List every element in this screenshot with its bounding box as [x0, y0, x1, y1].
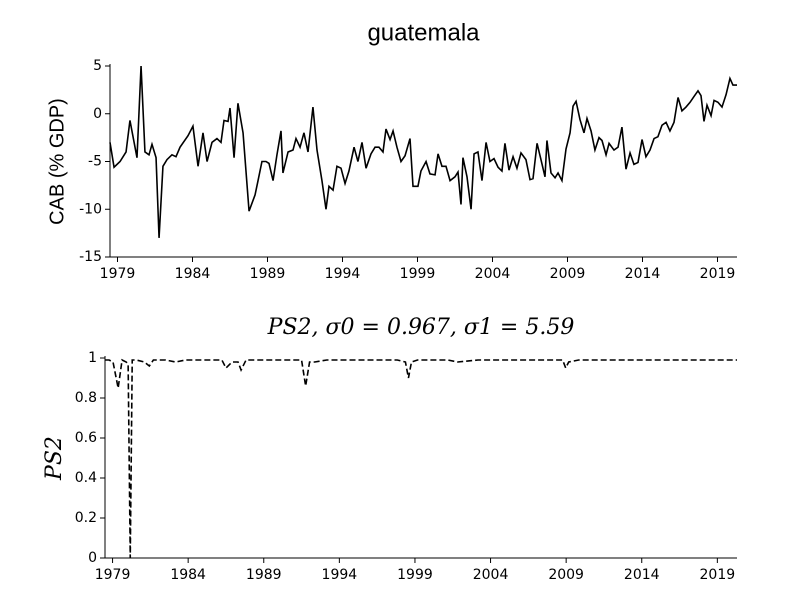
x-tick-label: 2009	[548, 567, 584, 583]
x-tick-label: 1989	[250, 266, 286, 282]
y-tick-label: -10	[79, 201, 102, 217]
x-tick-label: 1989	[246, 567, 282, 583]
x-tick-label: 2019	[700, 266, 736, 282]
x-tick-label: 1999	[397, 567, 433, 583]
x-tick-label: 1979	[95, 567, 131, 583]
x-tick-label: 1984	[170, 567, 206, 583]
y-tick-label: 5	[93, 58, 102, 74]
y-tick-label: 0.4	[75, 470, 97, 486]
y-tick-label: 0.8	[75, 390, 97, 406]
x-tick-label: 2014	[625, 266, 661, 282]
y-tick-label: 0.2	[75, 510, 97, 526]
x-tick-label: 2004	[475, 266, 511, 282]
y-tick-label: 0	[88, 550, 97, 566]
data-line	[105, 358, 737, 559]
y-tick-label: 1	[88, 350, 97, 366]
x-tick-label: 1994	[325, 266, 361, 282]
y-tick-label: 0	[93, 106, 102, 122]
chart-title: guatemala	[367, 19, 480, 46]
y-tick-label: -15	[79, 249, 102, 265]
y-tick-label: -5	[88, 154, 102, 170]
x-tick-label: 1994	[322, 567, 358, 583]
y-axis-label: PS2	[42, 436, 67, 481]
x-tick-label: 1999	[400, 266, 436, 282]
chart-title: PS2, σ0 = 0.967, σ1 = 5.59	[267, 315, 575, 340]
x-tick-label: 2019	[700, 567, 736, 583]
y-axis-label: CAB (% GDP)	[46, 98, 68, 225]
x-tick-label: 2009	[550, 266, 586, 282]
x-tick-label: 2004	[473, 567, 509, 583]
x-tick-label: 1979	[100, 266, 136, 282]
x-tick-label: 1984	[175, 266, 211, 282]
x-tick-label: 2014	[624, 567, 660, 583]
y-tick-label: 0.6	[75, 430, 97, 446]
data-line	[109, 65, 737, 238]
